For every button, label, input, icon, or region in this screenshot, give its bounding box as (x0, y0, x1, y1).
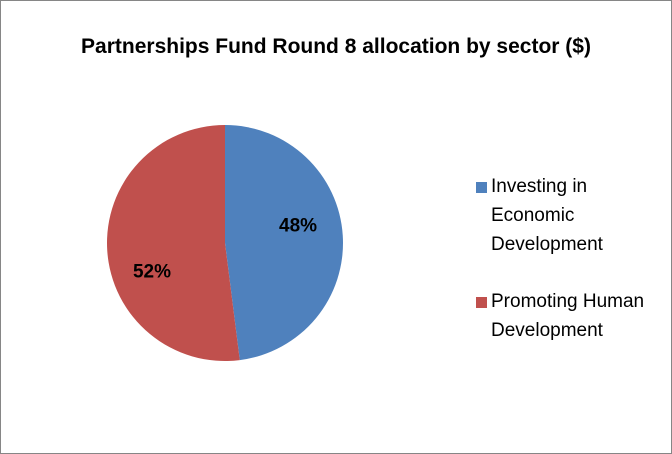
pie-slice (225, 125, 344, 361)
legend-label: Promoting Human Development (491, 291, 645, 341)
chart-title: Partnerships Fund Round 8 allocation by … (81, 35, 591, 58)
legend-label: Investing in Economic Development (491, 176, 603, 255)
data-label: 48% (279, 215, 317, 236)
data-label: 52% (133, 262, 171, 283)
legend-swatch (476, 297, 487, 308)
legend-swatch (476, 182, 487, 193)
pie-slice (107, 125, 240, 361)
